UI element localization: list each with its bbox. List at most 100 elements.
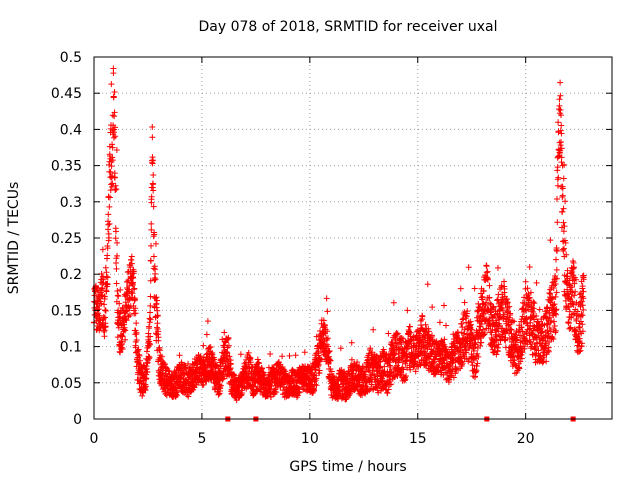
data-point — [122, 327, 129, 334]
data-point — [399, 335, 406, 342]
data-point — [104, 252, 111, 259]
data-point — [185, 393, 192, 400]
data-point — [154, 312, 161, 319]
data-point — [152, 240, 159, 247]
data-point — [326, 356, 333, 363]
data-point — [348, 356, 355, 363]
data-point — [237, 351, 244, 358]
data-point — [114, 334, 121, 341]
data-point — [107, 169, 114, 176]
x-tick-label: 0 — [90, 431, 99, 447]
y-tick-label: 0.05 — [51, 376, 82, 392]
data-point — [325, 353, 332, 360]
data-point — [425, 341, 432, 348]
chart-title: Day 078 of 2018, SRMTID for receiver uxa… — [198, 19, 497, 35]
data-point — [135, 351, 142, 358]
data-point — [131, 296, 138, 303]
data-point — [315, 363, 322, 370]
x-tick-label: 10 — [301, 431, 319, 447]
data-point — [102, 307, 109, 314]
data-point — [108, 181, 115, 188]
data-point — [128, 260, 135, 267]
data-point — [112, 124, 119, 131]
data-point — [114, 252, 121, 259]
data-point — [150, 172, 157, 179]
data-point — [311, 371, 318, 378]
data-point — [323, 295, 330, 302]
data-point — [149, 154, 156, 161]
data-point — [111, 88, 118, 95]
data-point — [313, 382, 320, 389]
data-point — [150, 157, 157, 164]
data-point — [206, 344, 213, 351]
y-tick-label: 0.3 — [60, 195, 82, 211]
data-point — [99, 246, 106, 253]
data-point — [404, 307, 411, 314]
data-point — [230, 371, 237, 378]
data-point — [326, 347, 333, 354]
data-point — [422, 321, 429, 328]
data-point — [380, 346, 387, 353]
data-point — [133, 320, 140, 327]
data-point — [151, 231, 158, 238]
data-point — [115, 293, 122, 300]
data-point — [387, 377, 394, 384]
y-tick-label: 0 — [73, 412, 82, 428]
data-point — [137, 357, 144, 364]
data-point — [143, 348, 150, 355]
data-point — [108, 81, 115, 88]
data-point — [386, 359, 393, 366]
data-point — [311, 387, 318, 394]
data-point — [227, 357, 234, 364]
data-point — [152, 266, 159, 273]
data-point — [154, 320, 161, 327]
data-point — [339, 384, 346, 391]
data-point — [202, 364, 209, 371]
data-point — [362, 382, 369, 389]
data-point — [279, 363, 286, 370]
data-point — [110, 134, 117, 141]
data-point — [104, 274, 111, 281]
data-point — [165, 367, 172, 374]
data-point — [318, 356, 325, 363]
data-point — [104, 245, 111, 252]
data-point — [145, 330, 152, 337]
data-point — [286, 352, 293, 359]
data-point — [348, 339, 355, 346]
data-point — [425, 328, 432, 335]
data-point — [119, 333, 126, 340]
data-point — [313, 375, 320, 382]
data-point — [369, 349, 376, 356]
data-point — [109, 141, 116, 148]
x-axis-label: GPS time / hours — [289, 459, 406, 475]
data-point — [423, 359, 430, 366]
data-point — [425, 325, 432, 332]
x-tick-label: 20 — [517, 431, 535, 447]
data-point — [102, 264, 109, 271]
data-point — [143, 375, 150, 382]
data-point — [104, 281, 111, 288]
data-point — [112, 186, 119, 193]
data-point — [375, 381, 382, 388]
data-point — [150, 181, 157, 188]
data-point — [403, 372, 410, 379]
data-point — [150, 253, 157, 260]
data-point — [279, 353, 286, 360]
data-point — [154, 297, 161, 304]
data-point — [118, 340, 125, 347]
y-tick-label: 0.4 — [60, 122, 82, 138]
y-tick-label: 0.35 — [51, 159, 82, 175]
data-point — [132, 310, 139, 317]
data-point — [111, 174, 118, 181]
data-point — [388, 381, 395, 388]
data-point — [112, 235, 119, 242]
data-point — [133, 337, 140, 344]
data-point — [424, 360, 431, 367]
data-point — [150, 203, 157, 210]
data-point — [407, 366, 414, 373]
data-point — [149, 124, 156, 131]
data-point — [337, 345, 344, 352]
data-point — [406, 323, 413, 330]
